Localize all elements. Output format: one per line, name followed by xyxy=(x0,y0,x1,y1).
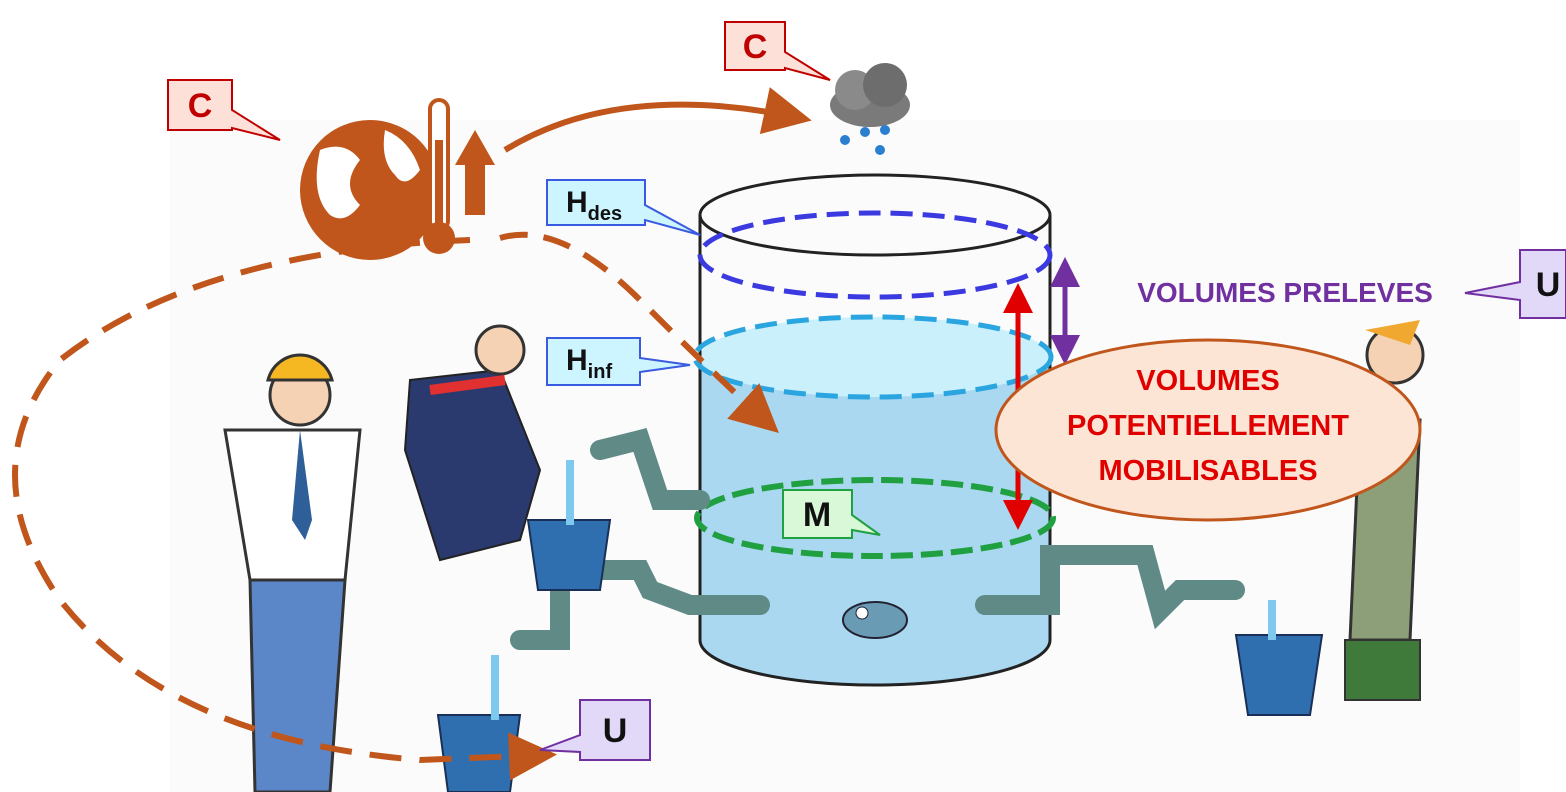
callout-label: C xyxy=(743,28,768,66)
volumes-preleves: VOLUMES PRELEVES xyxy=(1137,277,1433,308)
page: {"callouts": [ {"label": "C"}, {"label":… xyxy=(0,0,1566,792)
mobilisables-line: POTENTIELLEMENT xyxy=(1067,410,1349,442)
callout-label: C xyxy=(188,87,213,125)
callout-label: M xyxy=(803,496,831,534)
callout-letter: H xyxy=(566,186,588,219)
callout-letter: H xyxy=(566,344,588,377)
diagram: C C Hdes Hinf M U U VOLUMES PRELEVES VOL… xyxy=(0,0,1566,792)
mobilisables-line: MOBILISABLES xyxy=(1098,455,1317,487)
callout-label: U xyxy=(603,712,628,750)
callout-subscript: des xyxy=(588,203,622,225)
mobilisables-bubble: VOLUMES POTENTIELLEMENT MOBILISABLES xyxy=(996,340,1420,520)
callout-c2: C xyxy=(725,22,830,80)
callout-c1: C xyxy=(168,80,280,140)
callout-subscript: inf xyxy=(588,361,613,383)
mobilisables-line: VOLUMES xyxy=(1136,365,1279,397)
callout-label: U xyxy=(1536,266,1561,304)
